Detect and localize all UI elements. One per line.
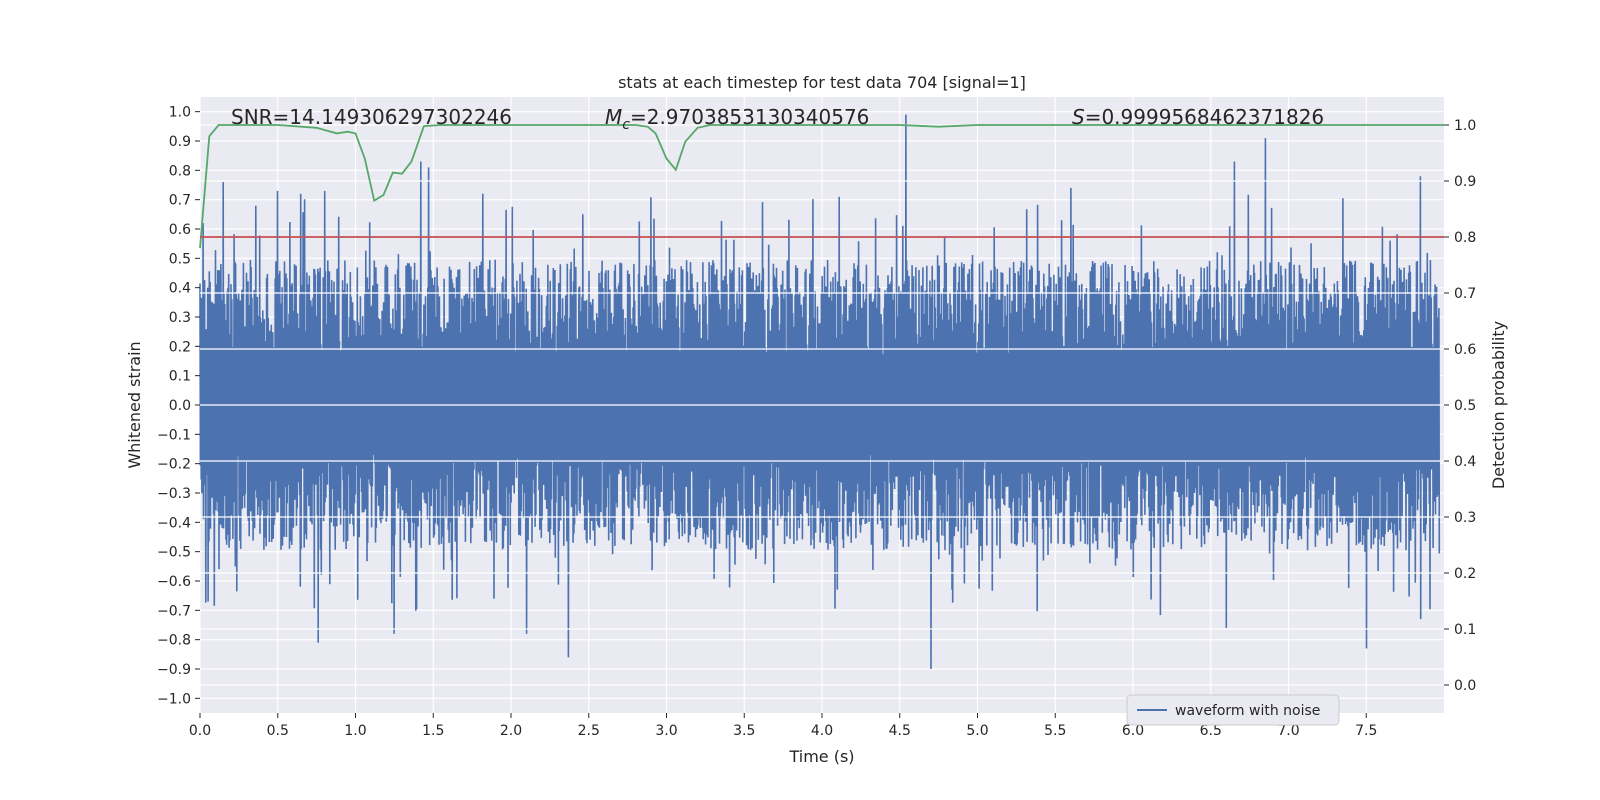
x-tick-label: 2.5 (578, 723, 600, 739)
x-tick-label: 2.0 (500, 723, 522, 739)
y-tick-label: −0.6 (157, 574, 191, 590)
x-tick-label: 1.0 (344, 723, 366, 739)
y2-tick-label: 0.7 (1454, 286, 1476, 302)
x-tick-label: 0.5 (267, 723, 289, 739)
score-annotation: S=0.9999568462371826 (1072, 105, 1324, 129)
score-symbol: S (1072, 105, 1085, 129)
y2-tick-label: 0.1 (1454, 622, 1476, 638)
x-axis-label: Time (s) (788, 747, 854, 766)
x-tick-label: 1.5 (422, 723, 444, 739)
y2-tick-label: 0.4 (1454, 454, 1476, 470)
y-tick-label: 0.3 (169, 310, 191, 326)
x-tick-label: 4.0 (811, 723, 833, 739)
x-tick-label: 3.0 (655, 723, 677, 739)
y-tick-label: 0.0 (169, 398, 191, 414)
x-tick-label: 5.0 (966, 723, 988, 739)
y-tick-label: −0.1 (157, 427, 191, 443)
y2-axis-ticks: 0.0 0.1 0.2 0.3 0.4 0.5 0.6 0.7 0.8 0.9 1.0 (1444, 118, 1476, 694)
chirp-mass-symbol: M (605, 105, 622, 129)
detection-probability-line (199, 124, 1444, 249)
y2-tick-label: 0.6 (1454, 342, 1476, 358)
chirp-mass-value: =2.9703853130340576 (630, 105, 869, 129)
y-tick-label: 0.7 (169, 193, 191, 209)
y-tick-label: −0.9 (157, 662, 191, 678)
score-value: =0.9999568462371826 (1085, 105, 1324, 129)
x-tick-label: 7.0 (1277, 723, 1299, 739)
y-tick-label: −0.2 (157, 457, 191, 473)
y-tick-label: −0.5 (157, 545, 191, 561)
waveform-line (199, 114, 1441, 670)
y-tick-label: 0.2 (169, 339, 191, 355)
snr-annotation: SNR=14.149306297302246 (231, 105, 512, 129)
y-tick-label: −1.0 (157, 691, 191, 707)
probability-series (199, 124, 1444, 249)
y2-tick-label: 0.9 (1454, 174, 1476, 190)
y2-tick-label: 0.8 (1454, 230, 1476, 246)
y2-tick-label: 0.5 (1454, 398, 1476, 414)
y2-tick-label: 0.0 (1454, 678, 1476, 694)
y-axis-ticks: −1.0 −0.9 −0.8 −0.7 −0.6 −0.5 −0.4 −0.3 −0.2 −0.1… (157, 105, 200, 707)
y-tick-label: 0.5 (169, 251, 191, 267)
y2-tick-label: 0.3 (1454, 510, 1476, 526)
y-tick-label: 1.0 (169, 105, 191, 121)
x-tick-label: 3.5 (733, 723, 755, 739)
x-tick-label: 4.5 (889, 723, 911, 739)
y-tick-label: −0.3 (157, 486, 191, 502)
legend-label-waveform: waveform with noise (1175, 703, 1320, 719)
y-tick-label: 0.4 (169, 281, 191, 297)
legend: waveform with noise (1126, 694, 1340, 726)
y-tick-label: −0.7 (157, 603, 191, 619)
waveform-series (199, 114, 1441, 670)
y-tick-label: −0.4 (157, 515, 191, 531)
x-axis-ticks: 0.0 0.5 1.0 1.5 2.0 2.5 3.0 3.5 4.0 4.5 5.0 5.5 6.0 6… (189, 713, 1377, 739)
y-tick-label: 0.8 (169, 163, 191, 179)
chart-title: stats at each timestep for test data 704… (618, 73, 1026, 92)
y2-axis-label: Detection probability (1489, 321, 1508, 489)
y-tick-label: 0.1 (169, 369, 191, 385)
chirp-mass-annotation: Mc=2.9703853130340576 (605, 105, 869, 133)
y2-tick-label: 0.2 (1454, 566, 1476, 582)
x-tick-label: 7.5 (1355, 723, 1377, 739)
legend-box (1126, 694, 1340, 726)
y-tick-label: 0.6 (169, 222, 191, 238)
y-tick-label: −0.8 (157, 633, 191, 649)
y-axis-label: Whitened strain (125, 341, 144, 468)
x-tick-label: 0.0 (189, 723, 211, 739)
x-tick-label: 5.5 (1044, 723, 1066, 739)
x-tick-label: 6.0 (1122, 723, 1144, 739)
chirp-mass-subscript: c (622, 117, 630, 133)
x-tick-label: 6.5 (1200, 723, 1222, 739)
y2-tick-label: 1.0 (1454, 118, 1476, 134)
y-tick-label: 0.9 (169, 134, 191, 150)
